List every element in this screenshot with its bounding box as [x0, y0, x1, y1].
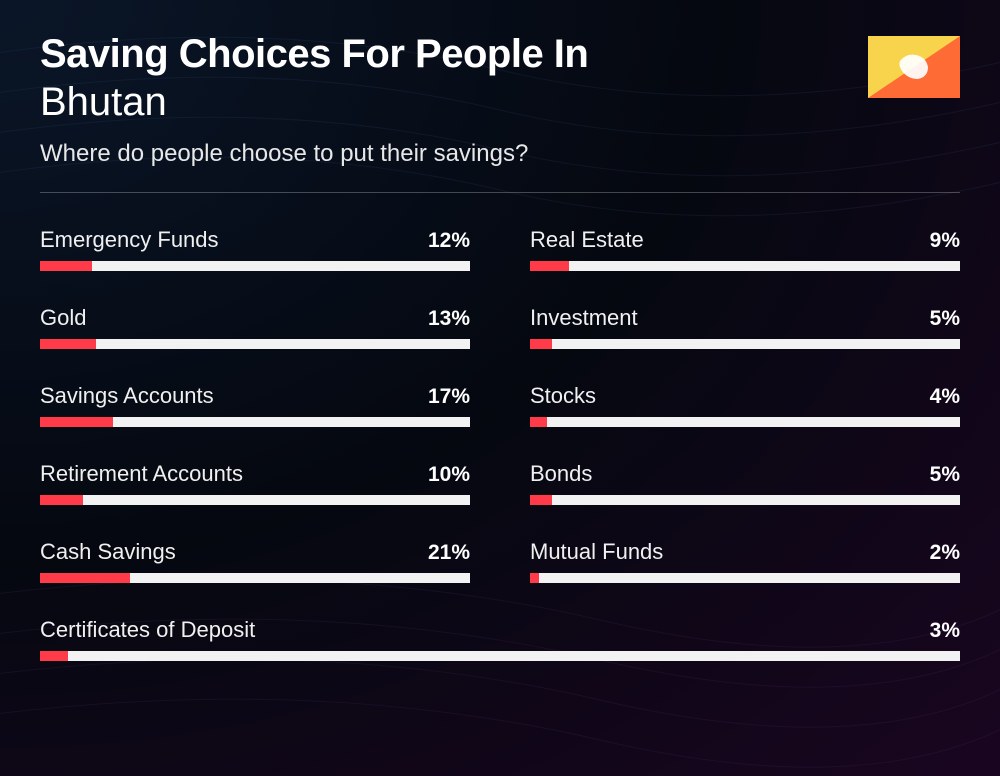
bar-item-head: Stocks 4%: [530, 383, 960, 409]
bar-item-label: Mutual Funds: [530, 539, 663, 565]
bar-item: Investment 5%: [530, 305, 960, 349]
bar-fill: [530, 261, 569, 271]
bar-item: Stocks 4%: [530, 383, 960, 427]
bar-fill: [530, 573, 539, 583]
bar-fill: [40, 339, 96, 349]
title-line-1: Saving Choices For People In: [40, 32, 868, 76]
bar-track: [40, 495, 470, 505]
bar-track: [40, 417, 470, 427]
country-flag-icon: [868, 36, 960, 98]
bar-track: [40, 573, 470, 583]
bar-item: Emergency Funds 12%: [40, 227, 470, 271]
bar-fill: [40, 573, 130, 583]
bar-item-value: 10%: [428, 463, 470, 487]
bar-item-head: Savings Accounts 17%: [40, 383, 470, 409]
title-line-2: Bhutan: [40, 78, 868, 126]
bar-fill: [40, 495, 83, 505]
bar-item-value: 2%: [930, 541, 960, 565]
subtitle: Where do people choose to put their savi…: [40, 140, 868, 168]
bar-item: Certificates of Deposit 3%: [40, 617, 960, 661]
bar-item: Real Estate 9%: [530, 227, 960, 271]
bar-track: [530, 261, 960, 271]
bar-item-label: Bonds: [530, 461, 592, 487]
bar-track: [530, 417, 960, 427]
bar-item: Mutual Funds 2%: [530, 539, 960, 583]
bar-item-label: Emergency Funds: [40, 227, 219, 253]
bar-item: Bonds 5%: [530, 461, 960, 505]
bar-item-label: Gold: [40, 305, 86, 331]
bar-item-value: 4%: [930, 385, 960, 409]
bar-item-label: Stocks: [530, 383, 596, 409]
bar-item-value: 9%: [930, 229, 960, 253]
bar-item-label: Certificates of Deposit: [40, 617, 255, 643]
bar-item-value: 13%: [428, 307, 470, 331]
bar-item-head: Bonds 5%: [530, 461, 960, 487]
bar-track: [530, 495, 960, 505]
bar-track: [530, 573, 960, 583]
bar-item-value: 17%: [428, 385, 470, 409]
bar-track: [40, 651, 960, 661]
bar-item-value: 12%: [428, 229, 470, 253]
bar-item-head: Real Estate 9%: [530, 227, 960, 253]
header: Saving Choices For People In Bhutan Wher…: [40, 32, 960, 168]
bar-item: Retirement Accounts 10%: [40, 461, 470, 505]
bar-item: Savings Accounts 17%: [40, 383, 470, 427]
bar-fill: [40, 651, 68, 661]
bar-item-value: 3%: [930, 619, 960, 643]
bar-item-head: Cash Savings 21%: [40, 539, 470, 565]
bar-item-head: Emergency Funds 12%: [40, 227, 470, 253]
bar-item-head: Gold 13%: [40, 305, 470, 331]
bar-fill: [40, 261, 92, 271]
bar-track: [40, 339, 470, 349]
bar-fill: [530, 417, 547, 427]
bar-item-value: 5%: [930, 463, 960, 487]
bar-fill: [530, 495, 552, 505]
header-divider: [40, 192, 960, 193]
bar-item: Gold 13%: [40, 305, 470, 349]
bar-fill: [530, 339, 552, 349]
bar-fill: [40, 417, 113, 427]
bar-item-head: Mutual Funds 2%: [530, 539, 960, 565]
bar-chart-grid: Emergency Funds 12% Real Estate 9% Gold 13% In…: [40, 227, 960, 661]
bar-item-head: Certificates of Deposit 3%: [40, 617, 960, 643]
bar-item-value: 21%: [428, 541, 470, 565]
bar-item-label: Retirement Accounts: [40, 461, 243, 487]
bar-item-label: Cash Savings: [40, 539, 176, 565]
bar-item-label: Savings Accounts: [40, 383, 214, 409]
bar-item-head: Investment 5%: [530, 305, 960, 331]
bar-track: [530, 339, 960, 349]
bar-item: Cash Savings 21%: [40, 539, 470, 583]
bar-item-label: Real Estate: [530, 227, 644, 253]
bar-item-value: 5%: [930, 307, 960, 331]
bar-item-head: Retirement Accounts 10%: [40, 461, 470, 487]
bar-track: [40, 261, 470, 271]
bar-item-label: Investment: [530, 305, 638, 331]
